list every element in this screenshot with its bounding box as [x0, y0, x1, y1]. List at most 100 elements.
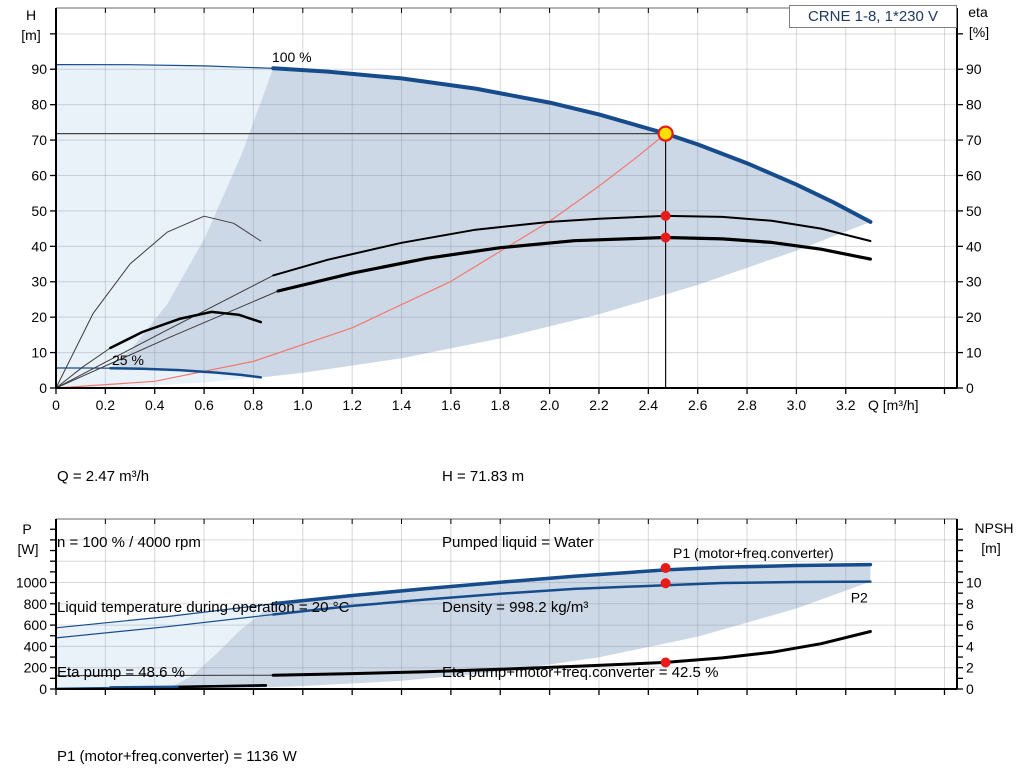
y-left-tick-label: 10 — [31, 345, 47, 361]
series-eta-pump-25pct-curve — [55, 215, 262, 389]
y-left-tick-label: 70 — [31, 132, 47, 148]
series-head-25pct — [109, 366, 263, 379]
series-head-100pct — [271, 66, 873, 224]
series-eta-total-thin — [55, 290, 279, 389]
x-tick-label: 0.2 — [96, 397, 116, 413]
curve-label: P1 (motor+freq.converter) — [673, 545, 834, 561]
y-right-tick-label: 6 — [966, 617, 974, 633]
y-right-tick-label: 60 — [966, 167, 982, 183]
y-left-tick-label: 1000 — [16, 575, 47, 591]
y-left-tick-label: 400 — [24, 638, 48, 654]
eta-axis-label: eta — [968, 4, 988, 20]
series-eta-total-25pct — [109, 310, 263, 350]
duty-value-dot — [660, 563, 671, 574]
y-left-tick-label: 90 — [31, 61, 47, 77]
npsh-axis-unit: [m] — [981, 540, 1000, 556]
series-eta-pump-thin — [55, 274, 274, 389]
x-tick-label: 2.0 — [540, 397, 560, 413]
series-p2-25pct-thin — [55, 686, 111, 689]
series-p1-curve — [271, 562, 873, 606]
power-axis-unit: [W] — [18, 541, 39, 557]
x-tick-label: 1.0 — [293, 397, 313, 413]
series-eta-total — [276, 235, 873, 293]
x-tick-label: 0.4 — [145, 397, 165, 413]
x-tick-label: 1.6 — [441, 397, 461, 413]
x-tick-label: 1.2 — [342, 397, 362, 413]
y-left-tick-label: 0 — [39, 380, 47, 396]
y-left-tick-label: 800 — [24, 596, 48, 612]
fill-allowed-speed-region — [110, 68, 871, 378]
info-eta-pump: Eta pump = 48.6 % — [57, 663, 185, 681]
y-right-tick-label: 50 — [966, 203, 982, 219]
y-right-tick-label: 70 — [966, 132, 982, 148]
y-left-tick-label: 0 — [39, 681, 47, 697]
fill-power-allowed-region — [167, 564, 871, 689]
y-left-tick-label: 40 — [31, 238, 47, 254]
x-tick-label: 0.8 — [244, 397, 264, 413]
x-tick-label: 0.6 — [194, 397, 214, 413]
info-head: H = 71.83 m — [442, 468, 525, 486]
y-right-tick-label: 40 — [966, 238, 982, 254]
y-right-tick-label: 2 — [966, 660, 974, 676]
pump-model-label: CRNE 1-8, 1*230 V — [807, 8, 939, 25]
y-left-tick-label: 30 — [31, 274, 47, 290]
power-axis-label: P — [22, 521, 31, 537]
series-system-resistance-curve — [55, 133, 667, 389]
y-left-tick-label: 80 — [31, 97, 47, 113]
x-tick-label: 3.0 — [787, 397, 807, 413]
y-right-tick-label: 4 — [966, 638, 974, 654]
info-eta-total: Eta pump+motor+freq.converter = 42.5 % — [442, 663, 719, 681]
x-tick-label: 2.8 — [737, 397, 757, 413]
info-density: Density = 998.2 kg/m³ — [442, 598, 589, 616]
x-tick-label: 0 — [52, 397, 60, 413]
y-right-tick-label: 90 — [966, 61, 982, 77]
x-tick-label: 2.6 — [688, 397, 708, 413]
series-p2-curve — [271, 580, 872, 616]
x-tick-label: 1.8 — [491, 397, 511, 413]
duty-value-dot — [660, 657, 671, 668]
y-right-tick-label: 20 — [966, 309, 982, 325]
x-tick-label: 2.4 — [639, 397, 659, 413]
info-p1: P1 (motor+freq.converter) = 1136 W — [57, 748, 297, 766]
series-p1-thin — [55, 603, 274, 629]
y-left-tick-label: 60 — [31, 167, 47, 183]
series-head-100pct-thin — [55, 63, 274, 69]
series-p2-thin — [55, 613, 274, 639]
x-tick-label: 3.2 — [836, 397, 856, 413]
y-left-tick-label: 600 — [24, 617, 48, 633]
x-tick-label: 2.2 — [589, 397, 609, 413]
duty-value-dot — [660, 210, 671, 221]
y-right-tick-label: 0 — [966, 380, 974, 396]
y-left-tick-label: 50 — [31, 203, 47, 219]
duty-value-dot — [660, 232, 671, 243]
y-right-tick-label: 10 — [966, 575, 982, 591]
duty-point-marker[interactable] — [657, 125, 674, 142]
y-left-tick-label: 20 — [31, 309, 47, 325]
y-right-tick-label: 10 — [966, 345, 982, 361]
pump-model-legend: CRNE 1-8, 1*230 V — [789, 5, 957, 28]
series-eta-pump — [272, 214, 872, 277]
head-axis-label: H — [26, 7, 36, 23]
series-npsh-curve — [271, 630, 872, 677]
info-flow: Q = 2.47 m³/h — [57, 468, 150, 486]
info-liquid-temp: Liquid temperature during operation = 20… — [57, 598, 350, 616]
y-right-tick-label: 8 — [966, 596, 974, 612]
series-npsh-thin — [55, 674, 274, 677]
head-axis-unit: [m] — [21, 27, 40, 43]
duty-value-dot — [660, 578, 671, 589]
y-right-tick-label: 0 — [966, 681, 974, 697]
power-info: P1 (motor+freq.converter) = 1136 W P2 = … — [57, 703, 297, 781]
duty-info-left: Q = 2.47 m³/h n = 100 % / 4000 rpm Liqui… — [57, 423, 349, 727]
curve-label: 100 % — [272, 49, 312, 65]
info-pumped-liquid: Pumped liquid = Water — [442, 533, 594, 551]
curve-label: 25 % — [112, 352, 144, 368]
y-right-tick-label: 30 — [966, 274, 982, 290]
y-left-tick-label: 200 — [24, 660, 48, 676]
eta-axis-unit: [%] — [969, 24, 989, 40]
y-right-tick-label: 80 — [966, 97, 982, 113]
info-speed: n = 100 % / 4000 rpm — [57, 533, 201, 551]
npsh-axis-label: NPSH — [975, 520, 1014, 536]
duty-info-right: H = 71.83 m Pumped liquid = Water Densit… — [442, 423, 718, 727]
